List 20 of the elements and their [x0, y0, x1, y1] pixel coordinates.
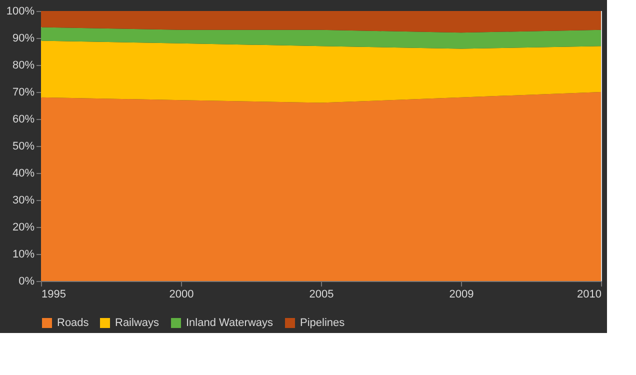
y-tick-label: 100%: [6, 6, 35, 18]
legend-label: Pipelines: [300, 317, 346, 329]
y-tick-label: 20%: [12, 222, 35, 234]
y-tick-label: 70%: [12, 86, 35, 98]
y-tick-label: 60%: [12, 114, 35, 126]
y-tick-label: 90%: [12, 32, 35, 44]
y-tick-label: 10%: [12, 248, 35, 260]
x-tick-label: 2000: [169, 288, 194, 300]
y-tick-label: 0%: [18, 276, 35, 288]
legend-label: Railways: [115, 317, 160, 329]
legend-label: Inland Waterways: [186, 317, 274, 329]
x-tick-label: 1995: [42, 288, 66, 300]
x-tick-label: 2005: [309, 288, 334, 300]
y-tick-label: 80%: [12, 60, 35, 72]
y-tick-label: 50%: [12, 140, 35, 152]
y-tick-label: 30%: [12, 194, 35, 206]
x-tick-label: 2010: [577, 288, 602, 300]
legend-label: Roads: [57, 317, 90, 329]
x-tick-label: 2009: [449, 288, 474, 300]
y-tick-label: 40%: [12, 168, 35, 180]
